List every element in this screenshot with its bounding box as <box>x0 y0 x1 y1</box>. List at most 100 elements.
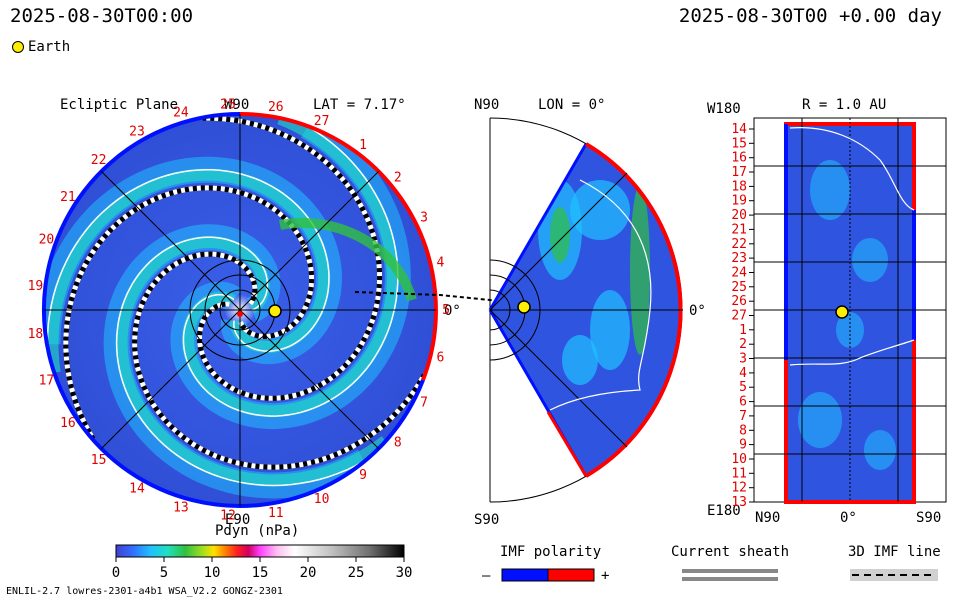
ecliptic-top-label: W90 <box>224 97 250 113</box>
radial-y-number: 21 <box>731 222 747 237</box>
meridional-diag1 <box>489 172 628 311</box>
radial-y-number: 7 <box>739 409 747 424</box>
radial-y-number: 12 <box>731 481 747 496</box>
colorbar-tick-label: 0 <box>112 565 120 581</box>
radial-bottom-left-label: E180 <box>707 503 741 519</box>
radial-y-number: 3 <box>739 352 747 367</box>
radial-y-number: 5 <box>739 380 747 395</box>
lon-label: LON = 0° <box>538 97 606 113</box>
meridional-bottom-label: S90 <box>474 512 500 528</box>
imf-plus-label: + <box>601 568 610 584</box>
carrington-number: 2 <box>394 171 402 186</box>
carrington-number: 11 <box>268 506 284 521</box>
r-label: R = 1.0 AU <box>802 97 887 113</box>
carrington-number: 26 <box>268 100 284 115</box>
radial-y-number: 16 <box>731 151 747 166</box>
radial-y-number: 2 <box>739 337 747 352</box>
carrington-number: 4 <box>436 256 444 271</box>
radial-y-number: 4 <box>739 366 747 381</box>
meridional-edge-top <box>488 143 588 311</box>
radial-y-number: 1 <box>739 323 747 338</box>
radial-y-number: 23 <box>731 251 747 266</box>
radial-y-number: 20 <box>731 208 747 223</box>
spiral-sheath-1 <box>182 125 399 417</box>
radial-y-number: 8 <box>739 423 747 438</box>
carrington-number: 8 <box>394 435 402 450</box>
carrington-number: 6 <box>436 351 444 366</box>
meridional-top-label: N90 <box>474 97 500 113</box>
earth-legend-label: Earth <box>28 39 71 55</box>
spiral-imf-2 <box>63 185 315 441</box>
timestamp-left: 2025-08-30T00:00 <box>10 5 194 27</box>
carrington-number: 10 <box>314 492 330 507</box>
colorbar-title: Pdyn (nPa) <box>215 523 300 539</box>
meridional-sheath-line <box>549 179 652 411</box>
radial-x-label-mid: 0° <box>840 510 857 526</box>
spiral-core-0 <box>115 235 389 487</box>
radial-y-number: 11 <box>731 466 747 481</box>
radial-y-number: 17 <box>731 165 747 180</box>
carrington-number: 18 <box>28 327 44 342</box>
meridional-density-blob <box>550 207 570 263</box>
colorbar-tick-label: 20 <box>300 565 317 581</box>
carrington-number: 24 <box>173 106 189 121</box>
carrington-number: 27 <box>314 114 330 129</box>
model-info: ENLIL-2.7 lowres-2301-a4b1 WSA_V2.2 GONG… <box>6 586 283 597</box>
meridional-ring-1 <box>489 259 541 361</box>
carrington-number: 25 <box>220 97 236 112</box>
radial-top-left-label: W180 <box>707 101 741 117</box>
carrington-number: 1 <box>359 138 367 153</box>
radial-x-label-left: N90 <box>755 510 781 526</box>
radial-density-blob <box>810 160 850 220</box>
carrington-number: 7 <box>420 396 428 411</box>
earth-marker-icon <box>12 41 24 53</box>
carrington-number: 20 <box>39 233 55 248</box>
imf-minus-swatch <box>501 568 549 582</box>
meridional-density-blob <box>570 180 630 240</box>
spiral-green-arc <box>279 217 417 302</box>
current-sheath-title: Current sheath <box>671 544 790 560</box>
earth-marker-ecliptic <box>268 304 282 318</box>
radial-y-number: 22 <box>731 237 747 252</box>
meridional-plane-panel <box>488 117 683 503</box>
carrington-number: 14 <box>129 481 145 496</box>
radial-y-number: 18 <box>731 179 747 194</box>
earth-marker-radial <box>835 305 849 319</box>
timestamp-right: 2025-08-30T00 +0.00 day <box>678 5 942 27</box>
ecliptic-rim-negative <box>41 112 425 508</box>
carrington-number: 3 <box>420 211 428 226</box>
meridional-diag2 <box>489 309 628 448</box>
spiral-imf-1 <box>197 115 383 401</box>
radial-density-blob <box>852 238 888 282</box>
carrington-number: 15 <box>91 453 107 468</box>
colorbar-tick-label: 5 <box>160 565 168 581</box>
radial-sheath-line-top <box>789 127 915 211</box>
earth-legend: Earth <box>12 39 70 55</box>
sheath-swatch-top <box>682 569 778 573</box>
radial-y-number: 24 <box>731 266 747 281</box>
meridional-ring-3 <box>489 289 511 331</box>
carrington-number: 16 <box>60 416 76 431</box>
ecliptic-diag2 <box>100 170 380 450</box>
carrington-number: 19 <box>28 279 44 294</box>
sheath-swatch-bottom <box>682 577 778 581</box>
ecliptic-title: Ecliptic Plane <box>60 97 179 113</box>
carrington-number: 12 <box>220 509 236 524</box>
colorbar-tick-label: 30 <box>396 565 413 581</box>
radial-y-number: 27 <box>731 309 747 324</box>
carrington-number: 13 <box>173 500 189 515</box>
imf-line-title: 3D IMF line <box>848 544 941 560</box>
carrington-number: 23 <box>129 125 145 140</box>
radial-y-number: 10 <box>731 452 747 467</box>
colorbar-tick-label: 15 <box>252 565 269 581</box>
carrington-number: 21 <box>60 190 76 205</box>
meridional-edge-red <box>546 411 588 477</box>
spiral-sheath-0 <box>115 236 365 487</box>
carrington-number: 22 <box>91 153 107 168</box>
ecliptic-ring-1 <box>189 259 291 361</box>
colorbar-tick-label: 10 <box>204 565 221 581</box>
carrington-number: 17 <box>39 374 55 389</box>
lat-label: LAT = 7.17° <box>313 97 406 113</box>
